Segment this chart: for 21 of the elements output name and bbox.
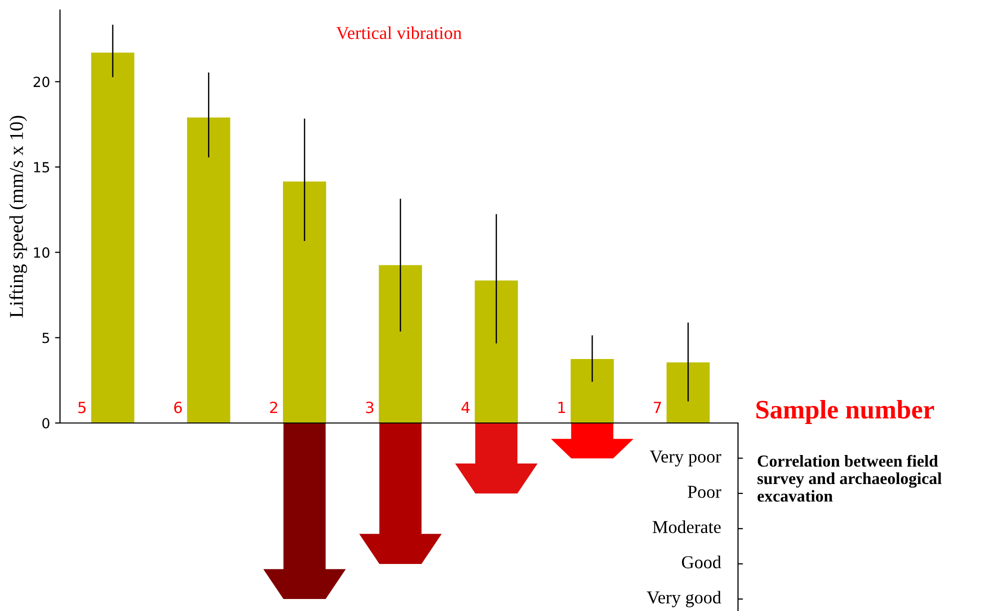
y-tick-label: 5: [42, 332, 50, 344]
category-label: 4: [462, 402, 470, 413]
annotation: Poor: [688, 486, 722, 498]
annotation: Vertical vibration: [336, 26, 462, 40]
annotation: Good: [682, 556, 722, 568]
y-tick-label: 15: [34, 162, 50, 172]
y-tick-label: 20: [34, 76, 50, 88]
text: Sample number: [756, 400, 934, 424]
category-label: 3: [366, 402, 374, 414]
annotation: Very good: [646, 590, 722, 608]
text: Correlation between field survey and archaeological excavation: [758, 454, 942, 502]
y-axis-title: Lifting speed (mm/s x 10): [9, 116, 28, 318]
category-label: 7: [654, 402, 661, 413]
annotation: Very poor: [650, 450, 722, 466]
category-label: 6: [174, 402, 182, 414]
annotation: Moderate: [652, 520, 721, 534]
y-tick-label: 10: [34, 247, 50, 258]
y-tick-label: 0: [42, 418, 50, 428]
category-label: 5: [78, 402, 86, 414]
category-label: 2: [270, 402, 278, 413]
category-label: 1: [558, 402, 565, 413]
